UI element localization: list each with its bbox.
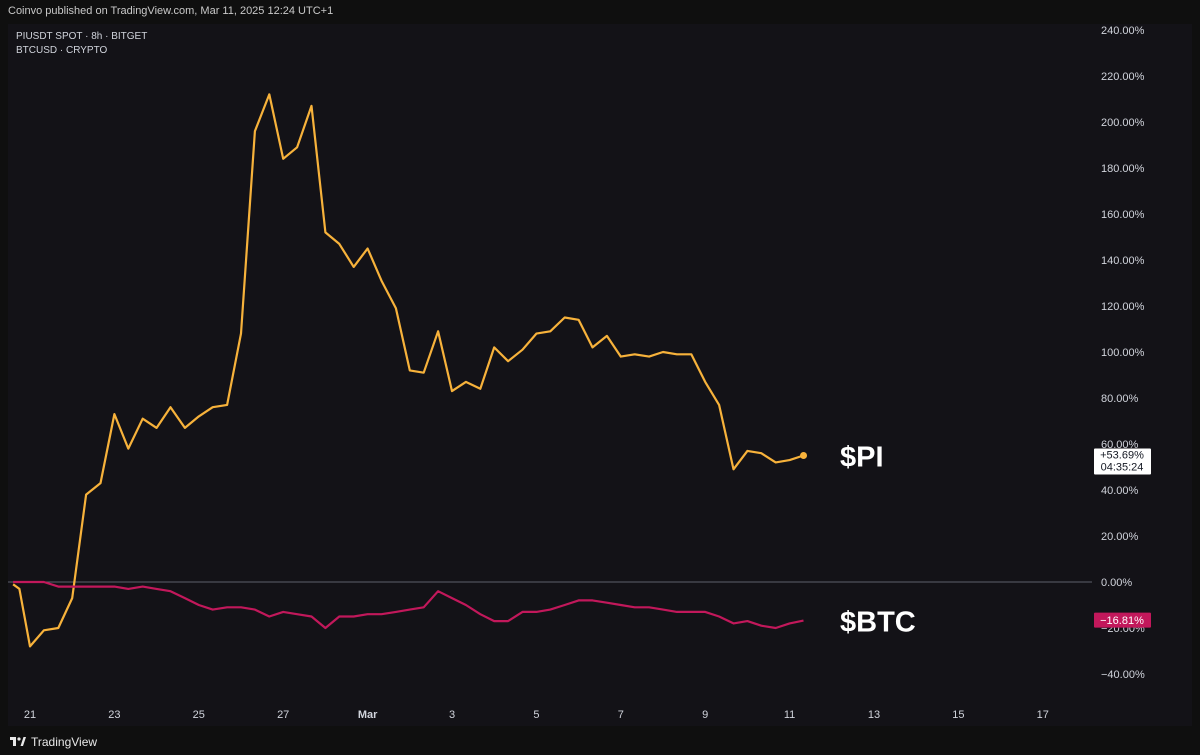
- chart-frame: [8, 24, 1192, 726]
- y-tick-label: 240.00%: [1101, 25, 1145, 37]
- y-tick-label: 180.00%: [1101, 163, 1145, 175]
- x-tick-label: 23: [108, 709, 120, 721]
- x-axis: 21 23 25 27 Mar 3 5 7 9 11 13 15 17: [24, 709, 1049, 721]
- y-tick-label: −40.00%: [1101, 669, 1145, 681]
- x-tick-label: 21: [24, 709, 36, 721]
- x-tick-label: 13: [868, 709, 880, 721]
- x-tick-label: 15: [952, 709, 964, 721]
- pi-countdown: 04:35:24: [1101, 462, 1144, 474]
- legend-btc-symbol[interactable]: BTCUSD · CRYPTO: [16, 45, 108, 56]
- pi-last-point: [800, 452, 808, 459]
- footer-bar: TradingView: [0, 726, 1200, 755]
- x-tick-label: 11: [784, 709, 795, 721]
- chart-legend: PIUSDT SPOT · 8h · BITGET BTCUSD · CRYPT…: [16, 30, 147, 58]
- btc-big-label: $BTC: [840, 607, 916, 639]
- pi-price-badge: [1094, 448, 1151, 475]
- legend-pi-symbol[interactable]: PIUSDT SPOT · 8h · BITGET: [16, 31, 148, 42]
- x-tick-label: 25: [193, 709, 205, 721]
- y-tick-label: 160.00%: [1101, 209, 1145, 221]
- pi-series-line: [12, 93, 804, 648]
- btc-price-value: −16.81%: [1100, 615, 1144, 627]
- tradingview-logo-icon: [10, 737, 26, 746]
- pi-big-label: $PI: [840, 442, 884, 474]
- published-caption: Coinvo published on TradingView.com, Mar…: [8, 5, 334, 17]
- y-tick-label: 100.00%: [1101, 347, 1145, 359]
- btc-price-badge: [1094, 612, 1151, 628]
- y-tick-label: 60.00%: [1101, 439, 1139, 451]
- btc-series-line: [13, 580, 804, 630]
- x-tick-label: Mar: [358, 709, 378, 721]
- pi-price-value: +53.69%: [1100, 450, 1144, 462]
- x-tick-label: 3: [449, 709, 455, 721]
- y-axis: 240.00% 220.00% 200.00% 180.00% 160.00% 140.0…: [1094, 25, 1151, 681]
- y-tick-label: 40.00%: [1101, 485, 1139, 497]
- y-tick-label: 140.00%: [1101, 255, 1145, 267]
- series-labels: $PI $BTC: [840, 442, 916, 639]
- tradingview-label: TradingView: [31, 735, 98, 749]
- tradingview-brand[interactable]: TradingView: [10, 735, 97, 749]
- y-tick-label: 20.00%: [1101, 531, 1139, 543]
- y-tick-label: 80.00%: [1101, 393, 1139, 405]
- x-tick-label: 7: [618, 709, 624, 721]
- x-tick-label: 9: [702, 709, 708, 721]
- x-tick-label: 17: [1037, 709, 1049, 721]
- x-tick-label: 5: [533, 709, 539, 721]
- x-tick-label: 27: [277, 709, 289, 721]
- y-tick-label: 0.00%: [1101, 577, 1132, 589]
- y-tick-label: 220.00%: [1101, 71, 1145, 83]
- y-tick-label: 120.00%: [1101, 301, 1145, 313]
- y-tick-label: 200.00%: [1101, 117, 1145, 129]
- line-layer: [12, 93, 808, 648]
